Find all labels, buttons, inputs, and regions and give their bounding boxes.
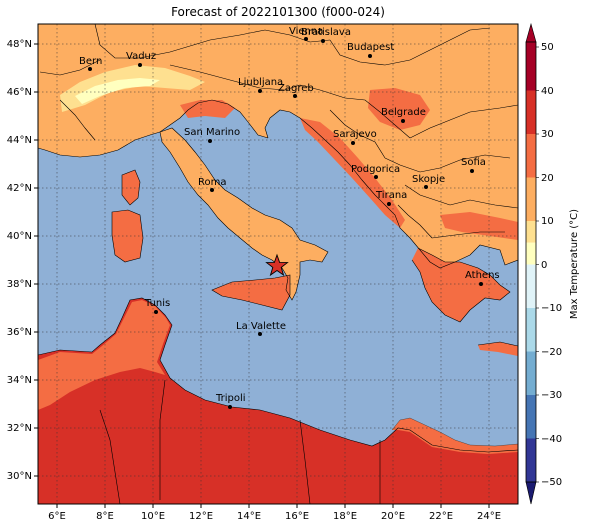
colorbar-segment [526, 242, 536, 265]
greece-land [412, 248, 510, 322]
colorbar-tick: −30 [541, 390, 562, 401]
city-label-bratislava: Bratislava [301, 27, 351, 38]
balkans-warm-patch [368, 88, 430, 130]
y-tick-label: 38°N [7, 279, 32, 290]
gridlines [38, 24, 518, 504]
x-tick-label: 20°E [381, 511, 405, 522]
city-label-podgorica: Podgorica [351, 164, 400, 175]
y-tick-label: 48°N [7, 39, 32, 50]
alps-cool-patch [60, 65, 205, 112]
city-label-athens: Athens [465, 270, 500, 281]
y-axis-ticks: 48°N 46°N 44°N 42°N 40°N 38°N 36°N 34°N … [7, 39, 38, 482]
crete-land [478, 342, 518, 356]
colorbar-segment [526, 308, 536, 352]
bulgaria-warm [440, 212, 518, 240]
x-tick-label: 8°E [96, 511, 114, 522]
colorbar-segment [526, 395, 536, 439]
city-label-skopje: Skopje [412, 174, 445, 185]
y-tick-label: 42°N [7, 183, 32, 194]
coastlines [391, 417, 518, 447]
map-title: Forecast of 2022101300 (f000-024) [171, 5, 385, 19]
colorbar-segment [526, 90, 536, 134]
map-area [38, 24, 518, 504]
x-tick-label: 24°E [477, 511, 501, 522]
map-frame [37, 23, 519, 505]
y-tick-label: 40°N [7, 231, 32, 242]
colorbar-segment [526, 42, 536, 91]
colorbar-top-extend [525, 22, 537, 43]
colorbar-segment [526, 438, 536, 482]
colorbar-tick: −40 [541, 434, 562, 445]
colorbar-bottom-extend [525, 481, 537, 505]
y-tick-label: 36°N [7, 327, 32, 338]
x-axis-ticks: 6°E 8°E 10°E 12°E 14°E 16°E 18°E 20°E 22… [48, 504, 501, 522]
corsica-land [122, 170, 140, 205]
country-borders [38, 24, 518, 504]
colorbar-tick: 30 [541, 129, 554, 140]
colorbar: 50 40 30 20 10 0 −10 −20 −30 −40 −50 Max… [525, 22, 580, 505]
colorbar-tick: −50 [541, 477, 562, 488]
alps-cool-patch-2 [75, 78, 160, 104]
italy-land [160, 128, 328, 300]
north-africa-coast [38, 300, 170, 410]
city-label-tirana: Tirana [375, 190, 407, 201]
star-icon [265, 253, 289, 277]
colorbar-segment [526, 221, 536, 243]
adriatic-coast-warm [300, 118, 405, 228]
x-tick-label: 6°E [48, 511, 66, 522]
colorbar-tick: −20 [541, 347, 562, 358]
x-tick-label: 16°E [285, 511, 309, 522]
city-label-la-valette: La Valette [236, 321, 286, 332]
colorbar-segment [526, 134, 536, 178]
x-tick-label: 12°E [189, 511, 213, 522]
x-tick-label: 10°E [141, 511, 165, 522]
city-label-sarajevo: Sarajevo [333, 129, 377, 140]
cyrenaica-coast [392, 418, 518, 454]
colorbar-segment [526, 351, 536, 395]
colorbar-tick: 0 [541, 260, 547, 271]
city-labels: Bern Vaduz Vienna Bratislava Budapest Lj… [79, 26, 500, 404]
y-tick-label: 46°N [7, 87, 32, 98]
city-label-tripoli: Tripoli [215, 393, 246, 404]
city-label-budapest: Budapest [347, 42, 394, 53]
colorbar-tick: 40 [541, 86, 554, 97]
x-tick-label: 18°E [333, 511, 357, 522]
x-tick-label: 14°E [237, 511, 261, 522]
city-label-sofia: Sofia [461, 157, 486, 168]
italy-coast-warm [180, 100, 235, 118]
city-label-roma: Roma [198, 177, 227, 188]
colorbar-label: Max Temperature (°C) [569, 209, 580, 319]
city-label-san-marino: San Marino [184, 127, 240, 138]
y-tick-label: 44°N [7, 135, 32, 146]
colorbar-segment [526, 177, 536, 221]
city-markers [88, 37, 483, 409]
city-label-bern: Bern [79, 56, 102, 67]
city-label-vaduz: Vaduz [126, 51, 156, 62]
colorbar-tick: 50 [541, 42, 554, 53]
colorbar-tick: −10 [541, 303, 562, 314]
y-tick-label: 30°N [7, 471, 32, 482]
city-label-tunis: Tunis [144, 298, 170, 309]
colorbar-segment [526, 264, 536, 308]
city-label-ljubljana: Ljubljana [238, 77, 283, 88]
city-label-belgrade: Belgrade [381, 107, 426, 118]
y-tick-label: 34°N [7, 375, 32, 386]
x-tick-label: 22°E [429, 511, 453, 522]
city-label-zagreb: Zagreb [278, 83, 314, 94]
city-label-vienna: Vienna [289, 26, 323, 37]
colorbar-tick: 10 [541, 216, 554, 227]
colorbar-tick: 20 [541, 173, 554, 184]
y-tick-label: 32°N [7, 423, 32, 434]
